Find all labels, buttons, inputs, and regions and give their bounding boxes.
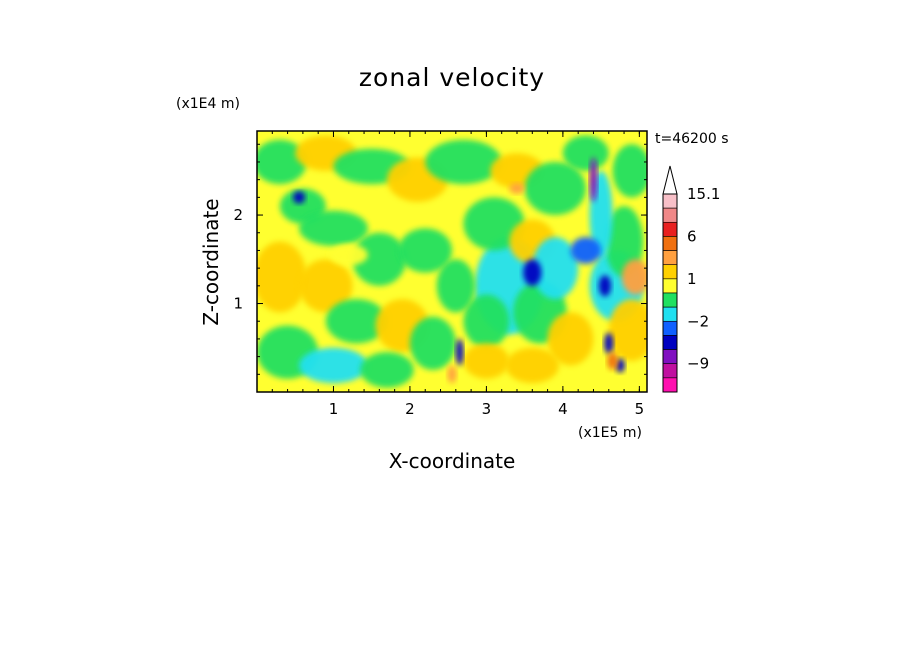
colorbar-label: 1 bbox=[687, 270, 697, 288]
field-blob bbox=[257, 241, 307, 313]
field-blob bbox=[532, 237, 579, 300]
colorbar-segment bbox=[662, 306, 678, 322]
x-axis-title: X-coordinate bbox=[389, 449, 516, 473]
field-blob bbox=[455, 338, 464, 366]
x-tick-label: 3 bbox=[482, 400, 492, 418]
colorbar-segment bbox=[662, 193, 678, 209]
colorbar-overflow-arrow bbox=[662, 165, 678, 195]
colorbar-frame bbox=[662, 193, 678, 393]
plot-field bbox=[257, 131, 647, 392]
y-axis-ticks: 12 bbox=[233, 143, 647, 375]
field-blob bbox=[329, 244, 368, 266]
field-blob bbox=[570, 237, 602, 264]
field-blob bbox=[299, 210, 368, 247]
field-blob bbox=[409, 316, 456, 370]
y-tick-label: 2 bbox=[233, 206, 243, 224]
field-blob bbox=[562, 135, 609, 171]
colorbar-segment bbox=[662, 335, 678, 350]
colorbar-segment bbox=[662, 320, 678, 336]
x-tick-label: 5 bbox=[635, 400, 645, 418]
x-tick-label: 2 bbox=[405, 400, 415, 418]
y-tick-label: 1 bbox=[233, 295, 243, 313]
field-blob bbox=[360, 352, 414, 388]
field-blob bbox=[615, 358, 625, 373]
field-blob bbox=[524, 161, 586, 216]
field-blob bbox=[621, 259, 647, 295]
colorbar: 15.1 6 1 −2 −9 bbox=[662, 165, 720, 393]
field-blobs bbox=[257, 135, 647, 388]
field-blob bbox=[325, 299, 388, 344]
colorbar-segment bbox=[662, 377, 678, 393]
colorbar-segment bbox=[662, 264, 678, 280]
y-axis-title: Z-coordinate bbox=[199, 198, 223, 325]
colorbar-segment bbox=[662, 250, 678, 266]
field-blob bbox=[463, 197, 525, 251]
colorbar-segment bbox=[662, 363, 678, 379]
field-blob bbox=[299, 259, 353, 313]
colorbar-segment bbox=[662, 349, 678, 365]
field-blob bbox=[299, 347, 368, 384]
field-blob bbox=[505, 347, 560, 384]
colorbar-label: 6 bbox=[687, 227, 697, 245]
field-blob bbox=[612, 144, 647, 198]
field-blob bbox=[463, 343, 510, 379]
field-blob bbox=[523, 259, 542, 286]
colorbar-label: 15.1 bbox=[687, 185, 720, 203]
field-blob bbox=[398, 228, 452, 273]
chart-title: zonal velocity bbox=[359, 63, 545, 92]
colorbar-segment bbox=[662, 236, 678, 251]
field-blob bbox=[547, 312, 594, 366]
colorbar-segment bbox=[662, 221, 678, 237]
field-blob bbox=[604, 332, 614, 354]
field-blob bbox=[589, 157, 598, 202]
field-blob bbox=[607, 352, 618, 370]
colorbar-label: −2 bbox=[687, 312, 709, 330]
field-blob bbox=[608, 299, 647, 362]
field-blob bbox=[509, 183, 525, 194]
x-unit-label: (x1E5 m) bbox=[578, 425, 642, 441]
plot-frame bbox=[256, 130, 648, 393]
x-tick-label: 4 bbox=[558, 400, 568, 418]
field-blob bbox=[425, 139, 502, 185]
colorbar-segment bbox=[662, 278, 678, 294]
colorbar-label: −9 bbox=[687, 355, 709, 373]
field-blob bbox=[463, 294, 510, 348]
field-blob bbox=[352, 232, 407, 286]
field-blob bbox=[598, 275, 612, 297]
y-unit-label: (x1E4 m) bbox=[176, 96, 240, 112]
field-blob bbox=[292, 191, 306, 204]
field-blob bbox=[447, 365, 457, 384]
field-blob bbox=[257, 139, 307, 185]
colorbar-segment bbox=[662, 292, 678, 308]
colorbar-segment bbox=[662, 207, 678, 223]
time-label: t=46200 s bbox=[655, 131, 729, 147]
field-blob bbox=[604, 206, 644, 277]
field-blob bbox=[436, 259, 475, 313]
x-axis-ticks: 1 2 3 4 5 bbox=[271, 131, 645, 418]
x-tick-label: 1 bbox=[329, 400, 339, 418]
